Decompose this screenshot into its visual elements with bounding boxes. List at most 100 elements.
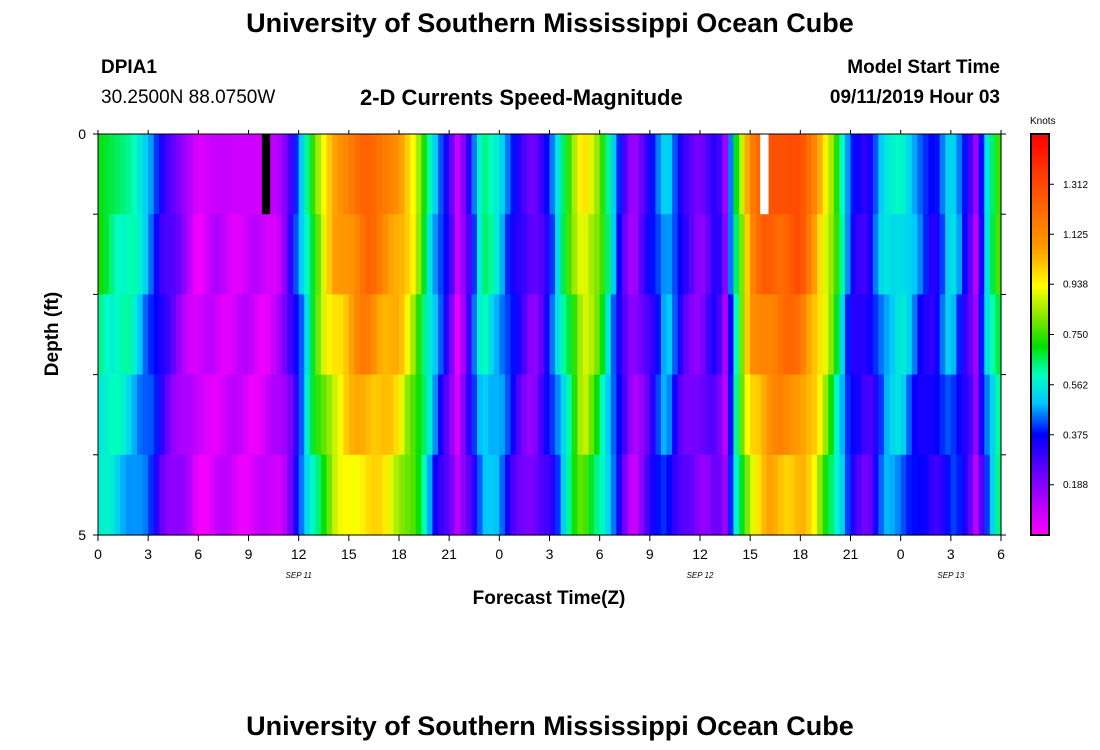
heat-cell: [555, 134, 562, 215]
colorbar-tick-label: 0.750: [1063, 330, 1088, 341]
footer-title: University of Southern Mississippi Ocean…: [246, 711, 854, 741]
heat-cell: [599, 454, 606, 536]
heat-cell: [438, 454, 445, 536]
heat-cell: [449, 374, 456, 456]
heat-cell: [571, 374, 578, 456]
heat-cell: [142, 214, 149, 295]
heat-cell: [688, 454, 696, 536]
colorbar-tick-label: 0.562: [1063, 380, 1088, 391]
heat-cell: [605, 374, 612, 456]
heat-cell: [677, 374, 684, 456]
heat-cell: [176, 374, 183, 456]
heat-cell: [582, 214, 590, 295]
heat-cell: [889, 294, 896, 376]
heat-cell: [220, 374, 227, 456]
heat-cell: [722, 374, 729, 456]
heat-cell: [477, 374, 484, 456]
heat-cell: [582, 454, 590, 536]
heat-cell: [209, 134, 216, 215]
heat-cell: [867, 294, 874, 376]
heat-cell: [471, 294, 478, 376]
heat-cell: [493, 454, 500, 536]
heat-cell: [332, 214, 339, 295]
heat-cell: [125, 454, 133, 536]
heat-cell: [666, 374, 673, 456]
heat-cell: [700, 214, 707, 295]
heat-cell: [159, 134, 166, 215]
heat-cell: [187, 134, 194, 215]
heat-cell: [103, 134, 110, 215]
heat-cell: [415, 294, 422, 376]
heat-cell: [237, 134, 244, 215]
heat-cell: [906, 294, 913, 376]
heat-cell: [805, 214, 813, 295]
heat-cell: [215, 374, 222, 456]
heat-cell: [694, 214, 701, 295]
heat-cell: [861, 294, 868, 376]
heat-cell: [883, 214, 891, 295]
heat-cell: [722, 134, 729, 215]
heat-cell: [114, 294, 121, 376]
heat-cell: [772, 134, 779, 215]
heat-cell: [153, 374, 160, 456]
heat-cell: [460, 374, 467, 456]
heat-cell: [555, 214, 562, 295]
heat-cell: [326, 454, 333, 536]
heat-cell: [783, 214, 790, 295]
heat-cell: [694, 134, 701, 215]
heat-cell: [844, 294, 852, 376]
heat-cell: [766, 214, 774, 295]
x-tick-label: 3: [947, 546, 955, 562]
heat-cell: [516, 214, 523, 295]
heat-cell: [103, 374, 110, 456]
heat-cell: [276, 374, 283, 456]
heat-cell: [861, 134, 868, 215]
heat-cell: [549, 294, 556, 376]
heat-cell: [672, 214, 679, 295]
heat-cell: [192, 214, 199, 295]
heat-cell: [655, 294, 662, 376]
heat-cell: [867, 454, 874, 536]
heat-cell: [477, 134, 484, 215]
heat-cell: [415, 454, 422, 536]
heat-cell: [248, 374, 255, 456]
heat-cell: [594, 134, 601, 215]
heat-cell: [761, 454, 768, 536]
heat-cell: [209, 454, 216, 536]
heat-cell: [755, 214, 762, 295]
heat-cell: [393, 374, 400, 456]
heat-cell: [98, 214, 105, 295]
x-tick-label: 21: [843, 546, 859, 562]
heat-cell: [538, 294, 545, 376]
heat-cell: [683, 134, 690, 215]
heat-cell: [98, 374, 105, 456]
heat-cell: [527, 214, 534, 295]
heat-cell: [711, 134, 718, 215]
heat-cell: [298, 374, 305, 456]
heat-cell: [616, 374, 623, 456]
heat-cell: [588, 454, 595, 536]
heat-cell: [839, 134, 846, 215]
heat-cell: [761, 294, 768, 376]
heat-cell: [348, 374, 355, 456]
heat-cell: [716, 134, 723, 215]
heat-cell: [521, 374, 528, 456]
heat-cell: [672, 134, 679, 215]
heat-cell: [588, 214, 595, 295]
heat-cell: [265, 454, 272, 536]
heat-cell: [577, 134, 584, 215]
heat-cell: [794, 214, 801, 295]
heat-cell: [410, 374, 417, 456]
heat-cell: [861, 214, 868, 295]
heat-cell: [281, 294, 289, 376]
heat-cell: [477, 294, 484, 376]
heat-cell: [164, 294, 172, 376]
heat-cell: [298, 454, 305, 536]
heat-cell: [309, 214, 316, 295]
heat-cell: [995, 454, 1002, 536]
colorbar: Knots 1.312 1.125 0.938 0.750 0.562 0.375 0.18…: [1030, 116, 1088, 536]
heat-cell: [883, 374, 891, 456]
heat-cell: [744, 454, 751, 536]
heat-cell: [410, 294, 417, 376]
heat-cell: [794, 374, 801, 456]
